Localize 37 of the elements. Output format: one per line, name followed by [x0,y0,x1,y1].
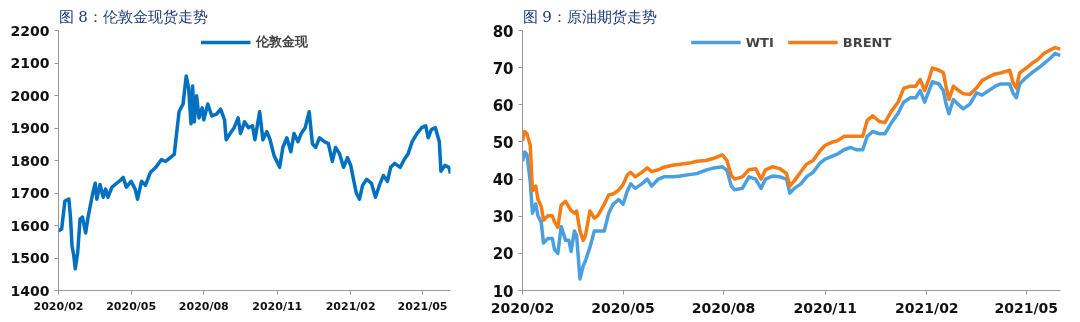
y-tick-label: 30 [492,208,514,227]
y-tick-label: 10 [492,282,514,301]
y-tick-label: 2200 [10,22,50,39]
x-tick-label: 2020/02 [490,299,555,316]
x-tick-label: 2020/11 [252,299,303,313]
line-series [522,51,1061,281]
y-tick-label: 50 [492,133,514,152]
y-tick-label: 80 [492,22,514,41]
x-tick-label: 2020/05 [106,299,157,313]
x-tick-label: 2020/11 [793,299,857,316]
y-tick-label: 1800 [10,152,50,169]
legend-label: BRENT [842,34,892,50]
y-tick-label: 2100 [10,55,50,71]
y-tick-label: 1500 [10,250,50,266]
y-tick-label: 1600 [10,217,50,234]
y-tick-label: 1900 [10,120,50,136]
chart-title: 图 8：伦敦金现货走势 [58,7,208,26]
y-tick-label: 20 [492,245,514,264]
x-tick-label: 2020/08 [691,299,756,316]
x-tick-label: 2020/05 [591,299,655,316]
y-tick-label: 70 [492,59,514,78]
x-tick-label: 2021/02 [895,299,959,316]
x-tick-label: 2020/08 [178,299,229,313]
chart-title: 图 9：原油期货走势 [522,7,657,26]
y-tick-label: 40 [492,171,514,190]
x-tick-label: 2021/05 [397,299,448,313]
x-tick-label: 2021/05 [994,299,1059,316]
line-series [522,45,1061,243]
y-tick-label: 1400 [10,282,50,299]
legend-label: WTI [745,34,774,50]
x-tick-label: 2021/02 [325,299,376,313]
line-series [58,74,451,271]
x-tick-label: 2020/02 [33,299,84,313]
y-tick-label: 2000 [10,87,50,104]
y-tick-label: 60 [492,96,514,115]
legend-label: 伦敦金现 [255,33,308,51]
y-tick-label: 1700 [10,185,50,201]
